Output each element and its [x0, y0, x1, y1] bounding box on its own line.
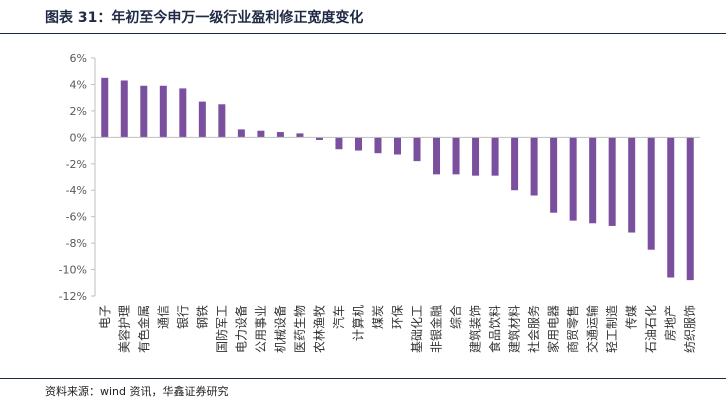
y-tick-label: 2%	[70, 105, 87, 118]
x-tick-label: 钢铁	[195, 305, 209, 329]
footer-divider	[0, 378, 726, 379]
x-tick-label: 家用电器	[546, 305, 561, 353]
x-tick-label: 公用事业	[254, 305, 268, 353]
bar-美容护理	[120, 80, 128, 138]
y-tick-label: 6%	[70, 52, 87, 65]
y-tick-label: -4%	[66, 184, 87, 197]
x-tick-label: 建筑装饰	[468, 305, 483, 353]
bar-交通运输	[589, 137, 597, 224]
x-tick-label: 综合	[448, 305, 463, 329]
bar-综合	[452, 137, 460, 175]
bar-轻工制造	[608, 137, 616, 226]
x-tick-label: 非银金融	[429, 305, 444, 353]
bar-煤炭	[374, 137, 382, 154]
bar-国防军工	[218, 104, 226, 138]
y-tick-label: -12%	[59, 290, 87, 303]
x-tick-label: 商贸零售	[565, 305, 580, 353]
bars	[101, 77, 694, 281]
bar-农林渔牧	[315, 137, 323, 140]
x-tick-label: 农林渔牧	[312, 305, 326, 353]
bar-传媒	[628, 137, 636, 233]
bar-商贸零售	[569, 137, 577, 221]
bar-电力设备	[237, 129, 245, 138]
source-note: 资料来源：wind 资讯，华鑫证券研究	[45, 385, 229, 398]
bar-计算机	[354, 137, 362, 151]
x-tick-label: 计算机	[350, 305, 365, 341]
x-tick-label: 银行	[176, 305, 190, 329]
x-tick-label: 纺织服饰	[683, 305, 697, 353]
bar-社会服务	[530, 137, 538, 196]
x-tick-label: 食品饮料	[487, 305, 502, 353]
x-tick-label: 环保	[391, 305, 405, 329]
x-tick-label: 轻工制造	[605, 305, 619, 353]
bar-医药生物	[296, 133, 304, 138]
x-tick-label: 房地产	[663, 305, 678, 341]
bar-基础化工	[413, 137, 421, 162]
y-axis-labels: 6% 4% 2% 0% -2% -4% -6% -8% -10% -12%	[59, 52, 95, 303]
bar-汽车	[335, 137, 343, 150]
x-tick-label: 传媒	[624, 305, 639, 329]
bar-家用电器	[550, 137, 558, 213]
bar-纺织服饰	[686, 137, 694, 281]
x-tick-label: 医药生物	[293, 305, 307, 353]
chart-title: 图表 31：年初至今申万一级行业盈利修正宽度变化	[45, 10, 364, 26]
x-tick-label: 汽车	[331, 305, 346, 329]
bar-非银金融	[433, 137, 441, 175]
y-tick-label: -2%	[66, 158, 87, 171]
x-tick-label: 交通运输	[585, 305, 600, 353]
x-tick-label: 电力设备	[234, 305, 248, 353]
x-tick-label: 社会服务	[526, 305, 541, 353]
bar-钢铁	[198, 101, 206, 138]
y-tick-label: 4%	[70, 78, 87, 91]
x-tick-label: 通信	[156, 305, 170, 329]
bar-通信	[159, 85, 167, 138]
title-bar: 图表 31：年初至今申万一级行业盈利修正宽度变化	[0, 0, 726, 34]
x-tick-label: 煤炭	[371, 305, 385, 329]
x-tick-label: 国防军工	[214, 305, 229, 353]
bar-电子	[101, 77, 109, 138]
x-tick-label: 美容护理	[116, 305, 131, 353]
bar-机械设备	[276, 132, 284, 138]
x-tick-label: 有色金属	[136, 305, 151, 353]
x-axis-labels: 电子 美容护理 有色金属 通信 银行 钢铁 国防军工 电力设备 公用事业 机械设备 医药生物 农林渔牧…	[98, 305, 697, 353]
bar-环保	[394, 137, 401, 155]
bar-食品饮料	[491, 137, 499, 176]
y-tick-label: -6%	[66, 211, 87, 224]
x-tick-label: 石油石化	[644, 305, 658, 353]
y-tick-label: -10%	[59, 264, 87, 277]
bar-石油石化	[647, 137, 655, 250]
y-tick-label: 0%	[70, 131, 87, 144]
x-tick-label: 电子	[98, 305, 112, 329]
bar-建筑装饰	[472, 137, 480, 176]
y-tick-label: -8%	[66, 237, 87, 250]
bar-银行	[179, 88, 187, 138]
bar-公用事业	[257, 130, 265, 138]
x-tick-label: 基础化工	[410, 305, 424, 353]
bar-有色金属	[140, 85, 148, 138]
bar-建筑材料	[511, 137, 519, 191]
bar-房地产	[667, 137, 675, 278]
x-tick-label: 建筑材料	[507, 305, 522, 353]
x-tick-label: 机械设备	[272, 305, 287, 353]
